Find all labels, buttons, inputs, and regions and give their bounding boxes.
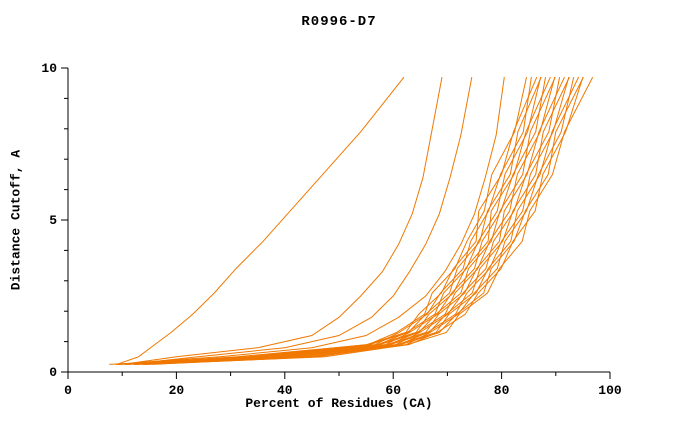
model-curve	[133, 76, 570, 365]
model-curve	[116, 76, 405, 365]
y-tick-label: 0	[49, 365, 57, 380]
model-curve	[115, 76, 527, 365]
model-curve	[118, 76, 551, 365]
x-tick-label: 40	[277, 383, 293, 398]
model-curve	[117, 77, 532, 365]
model-curve	[124, 76, 556, 365]
x-tick-label: 0	[64, 383, 72, 398]
x-tick-label: 20	[169, 383, 185, 398]
y-tick-label: 10	[41, 61, 57, 76]
model-curve	[142, 76, 570, 365]
model-curve	[136, 76, 580, 365]
x-tick-label: 100	[598, 383, 622, 398]
model-curve	[109, 76, 538, 365]
model-curve	[144, 76, 594, 365]
model-curve	[127, 77, 473, 365]
model-curve	[132, 77, 505, 364]
chart-title: R0996-D7	[301, 14, 377, 30]
x-tick-label: 80	[494, 383, 510, 398]
model-curve	[142, 76, 584, 365]
x-axis-label: Percent of Residues (CA)	[245, 396, 433, 411]
y-tick-label: 5	[49, 213, 57, 228]
model-curve	[127, 76, 565, 365]
x-tick-label: 60	[385, 383, 401, 398]
model-curve	[135, 77, 561, 365]
model-curve	[115, 76, 542, 365]
model-curve	[122, 77, 443, 365]
